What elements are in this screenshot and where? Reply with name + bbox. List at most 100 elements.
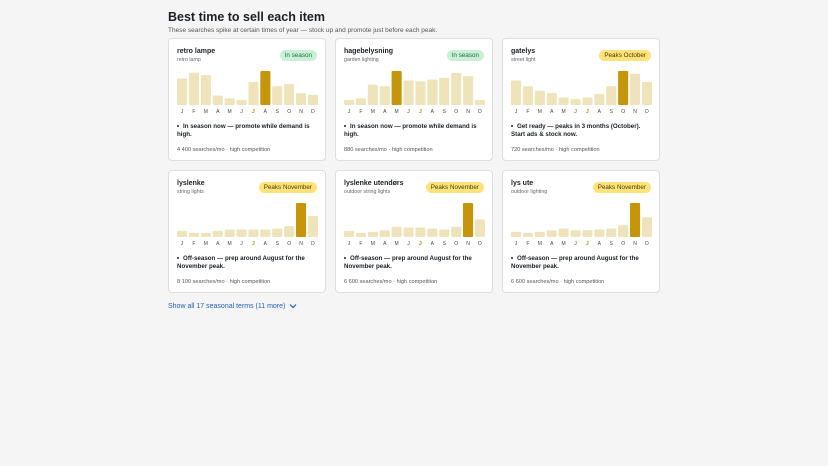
month-bar — [546, 230, 557, 237]
card-header: lyslenke string lights Peaks November — [177, 179, 317, 199]
term-card: retro lampe retro lamp In season J F M A M J J… — [168, 38, 326, 161]
month-label: J — [252, 109, 255, 115]
month-label: D — [645, 241, 649, 247]
month-bar — [284, 83, 295, 105]
advice-text: Off-season — prep around August for the … — [177, 255, 305, 271]
month-label: S — [609, 109, 613, 115]
seasonal-panel: Best time to sell each item These search… — [168, 10, 661, 310]
month-label: J — [514, 109, 518, 115]
month-label: M — [537, 109, 542, 115]
monthly-demand-chart — [511, 203, 652, 237]
month-bar — [344, 230, 355, 237]
month-bar — [272, 86, 283, 105]
season-badge: Peaks November — [425, 182, 484, 193]
month-bar — [415, 81, 426, 105]
month-bar — [463, 203, 474, 237]
advice-text: In season now — promote while demand is … — [344, 123, 477, 139]
month-bar — [355, 232, 366, 237]
month-label: S — [609, 241, 613, 247]
term-card: lyslenke string lights Peaks November J F… — [168, 170, 326, 293]
month-bar — [236, 229, 247, 237]
search-volume: 6 600 searches/mo — [344, 279, 392, 285]
month-label: J — [574, 109, 577, 115]
month-bar — [451, 72, 462, 105]
month-label: A — [597, 109, 602, 115]
month-label: S — [442, 241, 446, 247]
season-badge: Peaks October — [599, 50, 651, 61]
month-bar — [260, 71, 271, 105]
month-bar — [439, 77, 450, 105]
term-name: lys ute — [511, 180, 534, 187]
show-all-label: Show all 17 seasonal terms (11 more) — [168, 303, 286, 310]
month-label: J — [347, 241, 351, 247]
month-bar — [558, 97, 569, 105]
month-bar — [618, 225, 629, 237]
card-header: lys ute outdoor lighting Peaks November — [511, 179, 651, 199]
term-card: lyslenke utendørs outdoor string lights … — [335, 170, 493, 293]
advice-note: Get ready — peaks in 3 months (October).… — [511, 123, 651, 139]
month-label: N — [299, 241, 303, 247]
month-bar — [606, 228, 617, 237]
month-bar — [474, 219, 485, 237]
month-bar — [463, 76, 474, 105]
month-bar — [248, 81, 259, 105]
term-name: lyslenke — [177, 180, 205, 187]
term-translation: outdoor lighting — [511, 189, 548, 195]
chevron-down-icon — [289, 304, 297, 309]
term-translation: street light — [511, 57, 536, 63]
month-label: M — [537, 241, 542, 247]
month-bar — [200, 232, 211, 237]
month-label: J — [180, 109, 184, 115]
season-badge: Peaks November — [592, 182, 651, 193]
bullet-icon — [177, 257, 179, 260]
search-volume: 4 400 searches/mo — [177, 147, 225, 153]
month-bar — [511, 231, 522, 237]
advice-note: Off-season — prep around August for the … — [177, 255, 317, 271]
month-label: A — [550, 241, 554, 247]
card-meta: 720 searches/mo · high competition — [511, 147, 600, 153]
month-bar — [296, 203, 307, 237]
card-meta: 8 100 searches/mo · high competition — [177, 279, 271, 285]
month-label: O — [454, 109, 459, 115]
month-bar — [200, 75, 211, 105]
month-label: J — [419, 241, 422, 247]
month-bar — [284, 226, 295, 237]
month-bar — [344, 99, 355, 105]
term-card: gatelys street light Peaks October J F M A M… — [502, 38, 660, 161]
card-meta: 4 400 searches/mo · high competition — [177, 147, 271, 153]
advice-text: In season now — promote while demand is … — [177, 123, 310, 139]
month-label: D — [311, 241, 315, 247]
month-label: F — [526, 241, 530, 247]
month-bar — [236, 99, 247, 105]
card-meta: 6 600 searches/mo · high competition — [511, 279, 605, 285]
month-bar — [379, 230, 390, 237]
card-header: gatelys street light Peaks October — [511, 47, 651, 67]
card-header: retro lampe retro lamp In season — [177, 47, 317, 67]
month-label: M — [394, 109, 399, 115]
month-label: M — [227, 241, 232, 247]
month-bar — [474, 99, 485, 105]
month-bar — [606, 86, 617, 105]
month-label: M — [203, 241, 208, 247]
month-label: O — [454, 241, 459, 247]
month-bar — [248, 229, 259, 237]
month-label: N — [633, 241, 637, 247]
show-all-link[interactable]: Show all 17 seasonal terms (11 more) — [168, 302, 297, 312]
month-label: J — [347, 109, 351, 115]
card-header: hagebelysning garden lighting In season — [344, 47, 484, 67]
month-label: A — [263, 109, 268, 115]
month-bar — [224, 229, 235, 237]
month-label: J — [252, 241, 255, 247]
competition-level: high competition — [229, 279, 271, 285]
advice-text: Get ready — peaks in 3 months (October).… — [511, 123, 641, 139]
search-volume: 720 searches/mo — [511, 147, 554, 153]
month-label: N — [466, 109, 470, 115]
month-bar — [618, 71, 629, 105]
month-label: N — [466, 241, 470, 247]
term-translation: outdoor string lights — [344, 189, 391, 195]
month-label: M — [561, 109, 566, 115]
month-bar — [367, 231, 378, 237]
